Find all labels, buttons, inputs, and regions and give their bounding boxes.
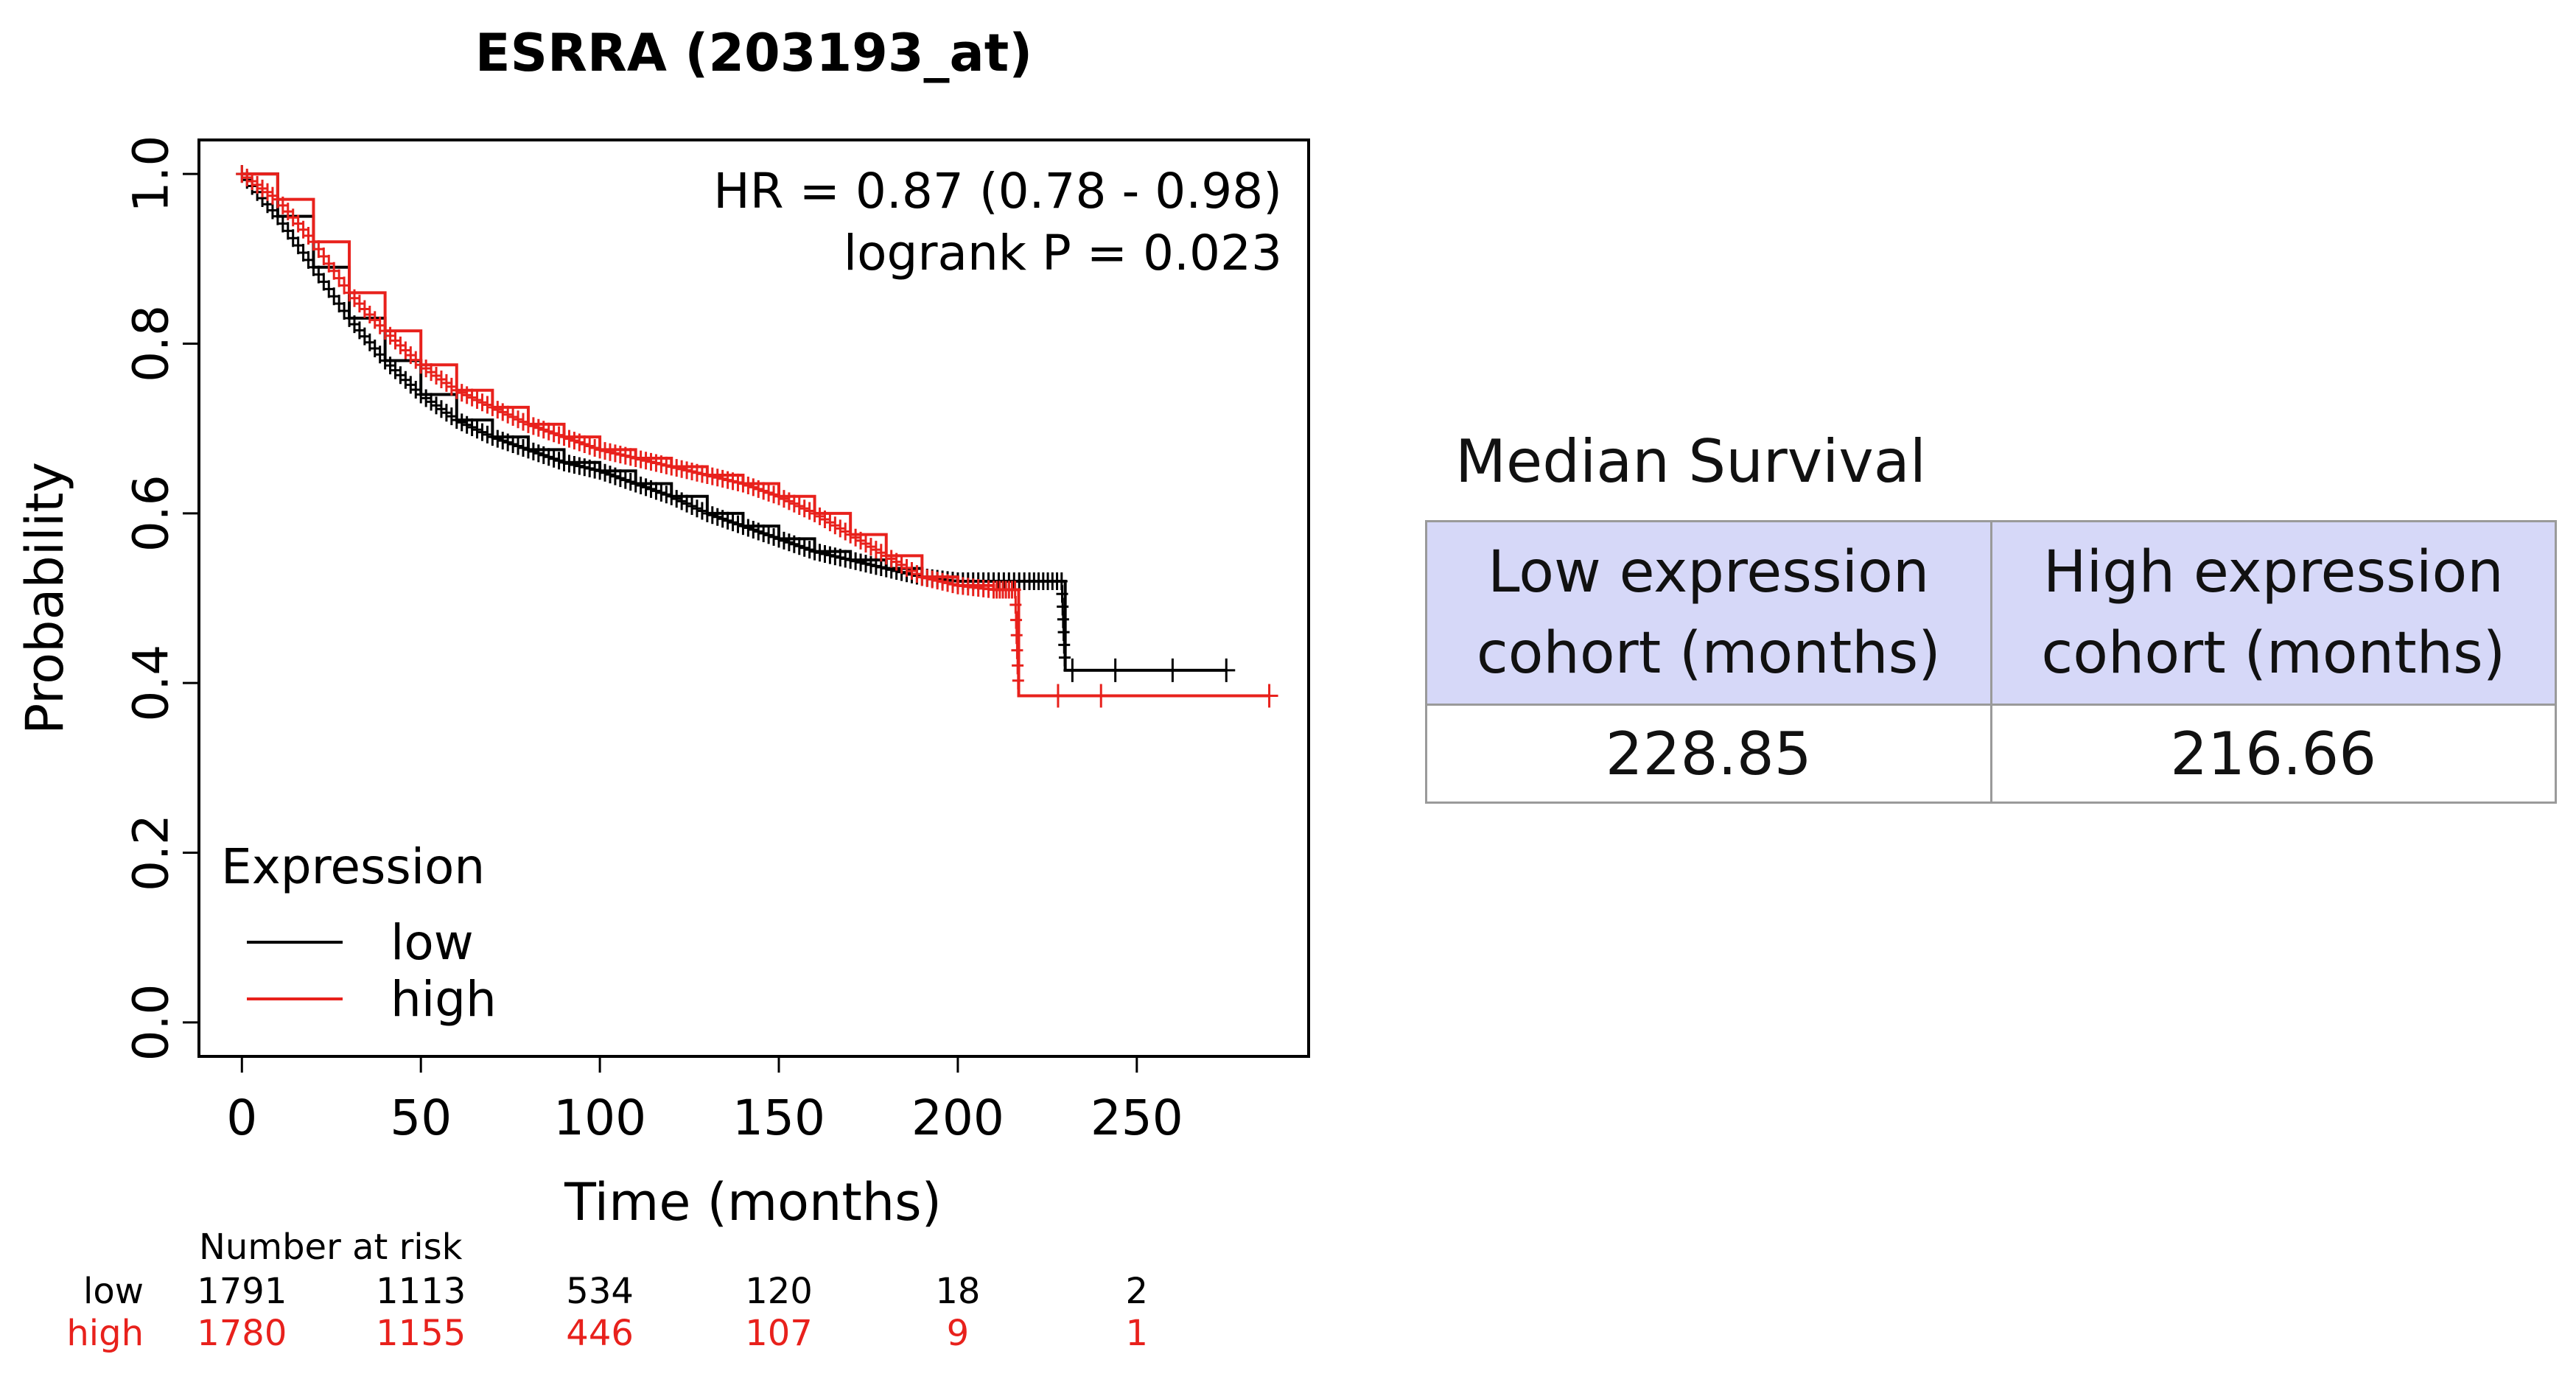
- km-series: [236, 165, 1278, 708]
- high-header-line2: cohort (months): [2041, 620, 2506, 687]
- risk-value: 446: [566, 1313, 634, 1354]
- y-axis-label: Probability: [15, 462, 75, 734]
- x-tick-label: 200: [911, 1090, 1004, 1146]
- plot-frame: [197, 138, 1310, 1058]
- x-tick-label: 50: [390, 1090, 452, 1146]
- risk-value: 1780: [197, 1313, 287, 1354]
- series-high-censor-dense: [236, 165, 1024, 690]
- y-tick-label: 0.4: [123, 645, 180, 722]
- median-survival-table: Low expression cohort (months) High expr…: [1425, 520, 2557, 804]
- x-tick-label: 250: [1091, 1090, 1183, 1146]
- legend-label-low: low: [391, 914, 474, 971]
- low-cohort-header: Low expression cohort (months): [1425, 520, 1992, 706]
- series-high-censor-mark: [1049, 684, 1067, 708]
- x-axis-label: Time (months): [564, 1172, 942, 1232]
- y-axis: 0.0 0.2 0.4 0.6 0.8 1.0: [123, 136, 199, 1061]
- legend-title: Expression: [221, 838, 485, 895]
- y-tick-label: 0.6: [123, 474, 180, 552]
- logrank-annotation: logrank P = 0.023: [844, 225, 1282, 281]
- x-axis: 0 50 100 150 200 250: [226, 1056, 1183, 1146]
- risk-value: 534: [566, 1271, 634, 1312]
- risk-row-label: low: [83, 1271, 144, 1312]
- risk-value: 120: [745, 1271, 813, 1312]
- median-survival-title: Median Survival: [1455, 427, 1926, 496]
- series-high-censor-mark: [1260, 684, 1278, 708]
- series-low-censor-mark: [1217, 658, 1236, 682]
- risk-table-header: Number at risk: [199, 1227, 463, 1268]
- series-low-censor-mark: [1163, 658, 1182, 682]
- risk-value: 1113: [376, 1271, 466, 1312]
- km-plot: ESRRA (203193_at) 0.0 0.2 0.4 0.6 0.8 1.0 0 50…: [15, 23, 1310, 1354]
- series-low-censor-mark: [1106, 658, 1124, 682]
- risk-value: 18: [935, 1271, 980, 1312]
- high-header-line1: High expression: [2043, 539, 2504, 606]
- series-high-censor-mark: [1092, 684, 1110, 708]
- legend-label-high: high: [391, 971, 497, 1028]
- risk-value: 9: [947, 1313, 970, 1354]
- hr-annotation: HR = 0.87 (0.78 - 0.98): [713, 163, 1282, 220]
- legend: Expression low high: [221, 838, 497, 1028]
- median-table-header-row: Low expression cohort (months) High expr…: [1425, 520, 2557, 706]
- risk-value: 1791: [197, 1271, 287, 1312]
- median-table-value-row: 228.85 216.66: [1425, 704, 2557, 804]
- risk-table: Number at risk low 1791 1113 534 120 18 2 high 1…: [66, 1227, 1148, 1354]
- y-tick-label: 0.8: [123, 305, 180, 382]
- x-tick-label: 0: [226, 1090, 257, 1146]
- high-median-value: 216.66: [1989, 704, 2557, 804]
- low-median-value: 228.85: [1425, 704, 1992, 804]
- risk-value: 107: [745, 1313, 813, 1354]
- risk-row-label: high: [66, 1313, 144, 1354]
- high-cohort-header: High expression cohort (months): [1989, 520, 2557, 706]
- x-tick-label: 100: [553, 1090, 646, 1146]
- chart-title: ESRRA (203193_at): [475, 23, 1033, 83]
- series-low-censor-mark: [1063, 658, 1082, 682]
- risk-value: 1: [1126, 1313, 1149, 1354]
- y-tick-label: 0.2: [123, 814, 180, 891]
- risk-value: 2: [1126, 1271, 1149, 1312]
- y-tick-label: 0.0: [123, 983, 180, 1061]
- x-tick-label: 150: [732, 1090, 825, 1146]
- y-tick-label: 1.0: [123, 136, 180, 213]
- risk-value: 1155: [376, 1313, 466, 1354]
- low-header-line2: cohort (months): [1476, 620, 1941, 687]
- low-header-line1: Low expression: [1488, 539, 1930, 606]
